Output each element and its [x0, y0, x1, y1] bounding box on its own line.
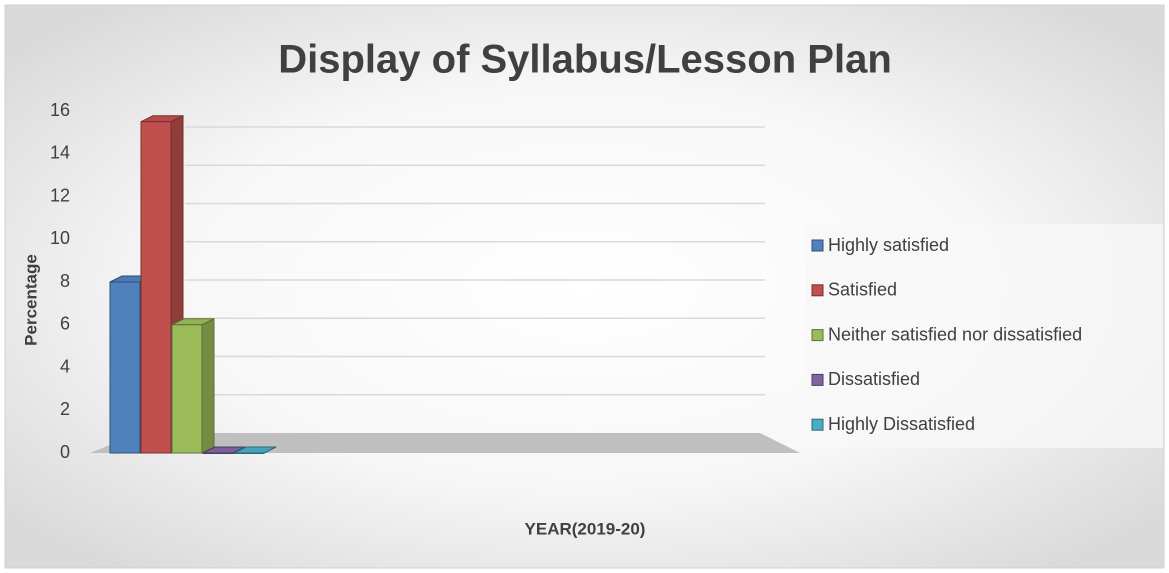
y-tick-label: 16 [50, 100, 70, 120]
y-tick-label: 10 [50, 228, 70, 248]
y-tick-label: 0 [60, 442, 70, 462]
bar [233, 446, 277, 454]
y-tick-label: 4 [60, 356, 70, 376]
y-tick-label: 6 [60, 314, 70, 334]
y-tick-label: 14 [50, 143, 70, 163]
legend-label: Satisfied [828, 280, 897, 300]
y-tick-label: 2 [60, 399, 70, 419]
y-axis-title: Percentage [21, 254, 40, 346]
legend-swatch [811, 418, 824, 431]
legend-label: Highly satisfied [828, 235, 949, 255]
chart-title: Display of Syllabus/Lesson Plan [278, 38, 892, 82]
legend-swatch [811, 373, 824, 386]
legend-swatch [811, 284, 824, 297]
y-tick-label: 8 [60, 271, 70, 291]
legend-box [806, 224, 1163, 448]
legend-label: Dissatisfied [828, 369, 920, 389]
legend-label: Neither satisfied nor dissatisfied [828, 324, 1082, 344]
legend-swatch [811, 239, 824, 252]
x-axis-title: YEAR(2019-20) [525, 519, 646, 538]
bar [171, 317, 215, 454]
y-tick-label: 12 [50, 185, 70, 205]
legend-label: Highly Dissatisfied [828, 414, 975, 434]
legend-swatch [811, 329, 824, 342]
